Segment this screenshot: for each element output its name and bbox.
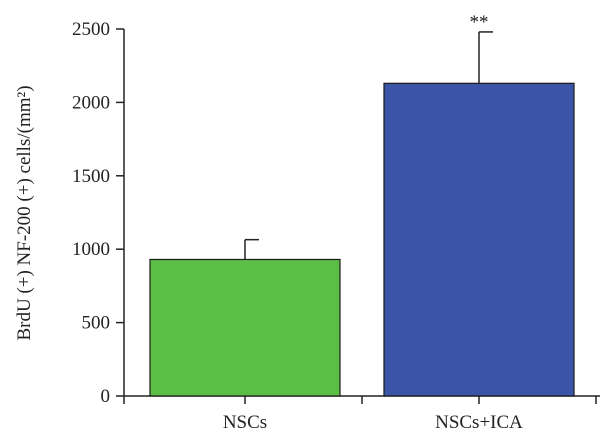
y-tick-label: 1000 bbox=[72, 239, 110, 260]
y-tick-label: 0 bbox=[101, 386, 111, 407]
y-axis: 0 500 1000 1500 2000 2500 bbox=[72, 19, 125, 407]
error-bars bbox=[244, 31, 493, 260]
y-tick-label: 500 bbox=[82, 313, 111, 334]
x-axis: NSCs NSCs+ICA bbox=[123, 395, 600, 433]
y-axis-title: BrdU (+) NF-200 (+) cells/(mm²) bbox=[14, 85, 35, 340]
bar-nscs-ica bbox=[383, 82, 575, 397]
x-category-label: NSCs+ICA bbox=[435, 412, 523, 433]
x-category-label: NSCs bbox=[223, 412, 267, 433]
bars bbox=[149, 82, 575, 397]
y-tick-label: 2500 bbox=[72, 19, 110, 40]
y-tick-label: 1500 bbox=[72, 166, 110, 187]
y-tick-label: 2000 bbox=[72, 92, 110, 113]
bar-nscs bbox=[149, 258, 341, 397]
significance-marker: ** bbox=[470, 12, 489, 33]
annotations: ** bbox=[470, 12, 489, 33]
